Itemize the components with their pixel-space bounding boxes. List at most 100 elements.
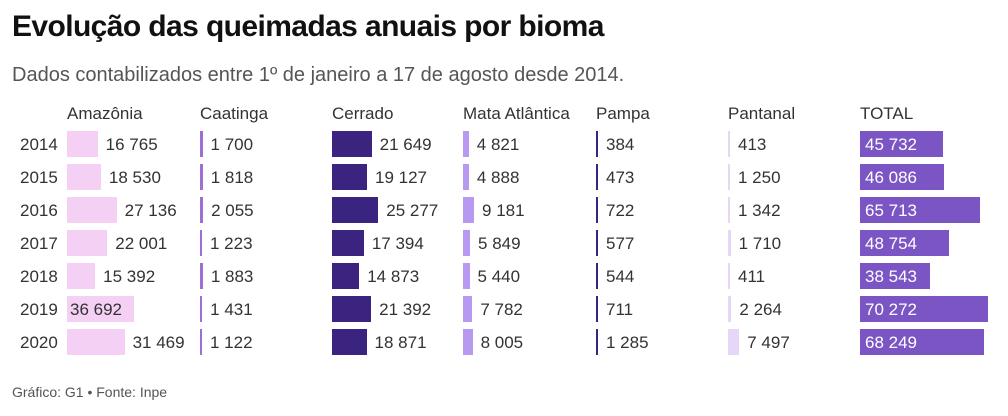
value-label-amazonia-2018: 15 392 xyxy=(103,267,156,286)
bar-pantanal-2018 xyxy=(728,263,730,289)
chart-title: Evolução das queimadas anuais por bioma xyxy=(12,10,604,43)
chart-subtitle: Dados contabilizados entre 1º de janeiro… xyxy=(12,64,625,86)
bar-mata-atlantica-2018 xyxy=(463,263,470,289)
value-label-mata-atlantica-2016: 9 181 xyxy=(482,201,525,220)
value-label-caatinga-2019: 1 431 xyxy=(210,300,253,319)
value-label-cerrado-2018: 14 873 xyxy=(367,267,420,286)
bar-total-2015 xyxy=(860,164,944,190)
column-header-pantanal: Pantanal xyxy=(728,104,796,123)
bar-mata-atlantica-2016 xyxy=(463,197,475,223)
bar-total-2020 xyxy=(860,329,985,355)
bar-amazonia-2016 xyxy=(67,197,117,223)
value-label-amazonia-2017: 22 001 xyxy=(115,234,168,253)
value-label-mata-atlantica-2019: 7 782 xyxy=(480,300,523,319)
bar-caatinga-2018 xyxy=(200,263,203,289)
year-label-2016: 2016 xyxy=(20,201,58,220)
bar-total-2018 xyxy=(860,263,931,289)
value-label-amazonia-2014: 16 765 xyxy=(105,135,158,154)
bar-cerrado-2019 xyxy=(332,296,372,322)
bar-caatinga-2017 xyxy=(200,230,202,256)
bar-amazonia-2017 xyxy=(67,230,108,256)
value-label-mata-atlantica-2018: 5 440 xyxy=(477,267,521,286)
bar-pampa-2019 xyxy=(596,296,598,322)
bar-pampa-2015 xyxy=(596,164,598,190)
value-label-pantanal-2019: 2 264 xyxy=(739,300,782,319)
bar-pantanal-2020 xyxy=(728,329,740,355)
value-label-total-2017: 48 754 xyxy=(865,234,917,253)
value-label-mata-atlantica-2015: 4 888 xyxy=(476,168,520,187)
bar-caatinga-2019 xyxy=(200,296,203,322)
bar-amazonia-2020 xyxy=(67,329,125,355)
column-header-caatinga: Caatinga xyxy=(200,104,269,123)
value-label-total-2014: 45 732 xyxy=(865,135,917,154)
year-label-2019: 2019 xyxy=(20,300,58,319)
bar-pampa-2017 xyxy=(596,230,598,256)
bar-mata-atlantica-2014 xyxy=(463,131,469,157)
year-label-2017: 2017 xyxy=(20,234,58,253)
bar-pampa-2016 xyxy=(596,197,598,223)
value-label-total-2019: 70 272 xyxy=(865,300,917,319)
value-label-amazonia-2016: 27 136 xyxy=(124,201,177,220)
bar-pampa-2020 xyxy=(596,329,598,355)
year-label-2018: 2018 xyxy=(20,267,58,286)
value-label-amazonia-2015: 18 530 xyxy=(108,168,161,187)
bar-pantanal-2014 xyxy=(728,131,730,157)
value-label-cerrado-2019: 21 392 xyxy=(379,300,432,319)
bar-caatinga-2014 xyxy=(200,131,203,157)
value-label-pantanal-2016: 1 342 xyxy=(738,201,781,220)
column-header-cerrado: Cerrado xyxy=(332,104,394,123)
source-footer: Gráfico: G1 • Fonte: Inpe xyxy=(12,384,168,400)
bar-total-2019 xyxy=(860,296,988,322)
bar-mata-atlantica-2020 xyxy=(463,329,473,355)
bar-total-2017 xyxy=(860,230,949,256)
value-label-cerrado-2015: 19 127 xyxy=(375,168,427,187)
value-label-total-2020: 68 249 xyxy=(865,333,917,352)
bar-cerrado-2016 xyxy=(332,197,379,223)
bar-cerrado-2015 xyxy=(332,164,367,190)
value-label-pantanal-2017: 1 710 xyxy=(738,234,782,253)
bar-cerrado-2018 xyxy=(332,263,360,289)
column-header-total: TOTAL xyxy=(860,104,914,123)
value-label-mata-atlantica-2020: 8 005 xyxy=(480,333,524,352)
value-label-cerrado-2016: 25 277 xyxy=(386,201,439,220)
bar-pantanal-2015 xyxy=(728,164,730,190)
value-label-caatinga-2015: 1 818 xyxy=(210,168,254,187)
value-label-pampa-2016: 722 xyxy=(606,201,635,220)
value-label-pampa-2014: 384 xyxy=(606,135,635,154)
value-label-pampa-2019: 711 xyxy=(606,300,634,319)
bar-amazonia-2019 xyxy=(67,296,135,322)
year-label-2014: 2014 xyxy=(20,135,58,154)
bar-amazonia-2015 xyxy=(67,164,101,190)
value-label-pantanal-2014: 413 xyxy=(738,135,767,154)
column-header-amazonia: Amazônia xyxy=(67,104,143,123)
bar-cerrado-2020 xyxy=(332,329,367,355)
value-label-total-2018: 38 543 xyxy=(865,267,917,286)
year-label-2015: 2015 xyxy=(20,168,58,187)
value-label-caatinga-2017: 1 223 xyxy=(210,234,253,253)
value-label-cerrado-2020: 18 871 xyxy=(374,333,427,352)
bar-pantanal-2017 xyxy=(728,230,731,256)
value-label-mata-atlantica-2017: 5 849 xyxy=(478,234,521,253)
bar-pantanal-2019 xyxy=(728,296,732,322)
value-label-total-2015: 46 086 xyxy=(865,168,917,187)
value-label-amazonia-2019: 36 692 xyxy=(70,300,122,319)
bar-amazonia-2014 xyxy=(67,131,98,157)
bar-pantanal-2016 xyxy=(728,197,730,223)
value-label-cerrado-2017: 17 394 xyxy=(371,234,424,253)
bar-cerrado-2017 xyxy=(332,230,364,256)
bar-mata-atlantica-2015 xyxy=(463,164,469,190)
bar-mata-atlantica-2019 xyxy=(463,296,473,322)
value-label-pampa-2018: 544 xyxy=(606,267,635,286)
value-label-amazonia-2020: 31 469 xyxy=(132,333,185,352)
value-label-total-2016: 65 713 xyxy=(865,201,917,220)
bar-mata-atlantica-2017 xyxy=(463,230,471,256)
value-label-pantanal-2015: 1 250 xyxy=(738,168,781,187)
bar-caatinga-2015 xyxy=(200,164,203,190)
column-header-pampa: Pampa xyxy=(596,104,650,123)
value-label-pantanal-2018: 411 xyxy=(738,267,766,286)
bar-cerrado-2014 xyxy=(332,131,372,157)
year-label-2020: 2020 xyxy=(20,333,58,352)
value-label-cerrado-2014: 21 649 xyxy=(379,135,432,154)
value-label-pampa-2015: 473 xyxy=(606,168,635,187)
